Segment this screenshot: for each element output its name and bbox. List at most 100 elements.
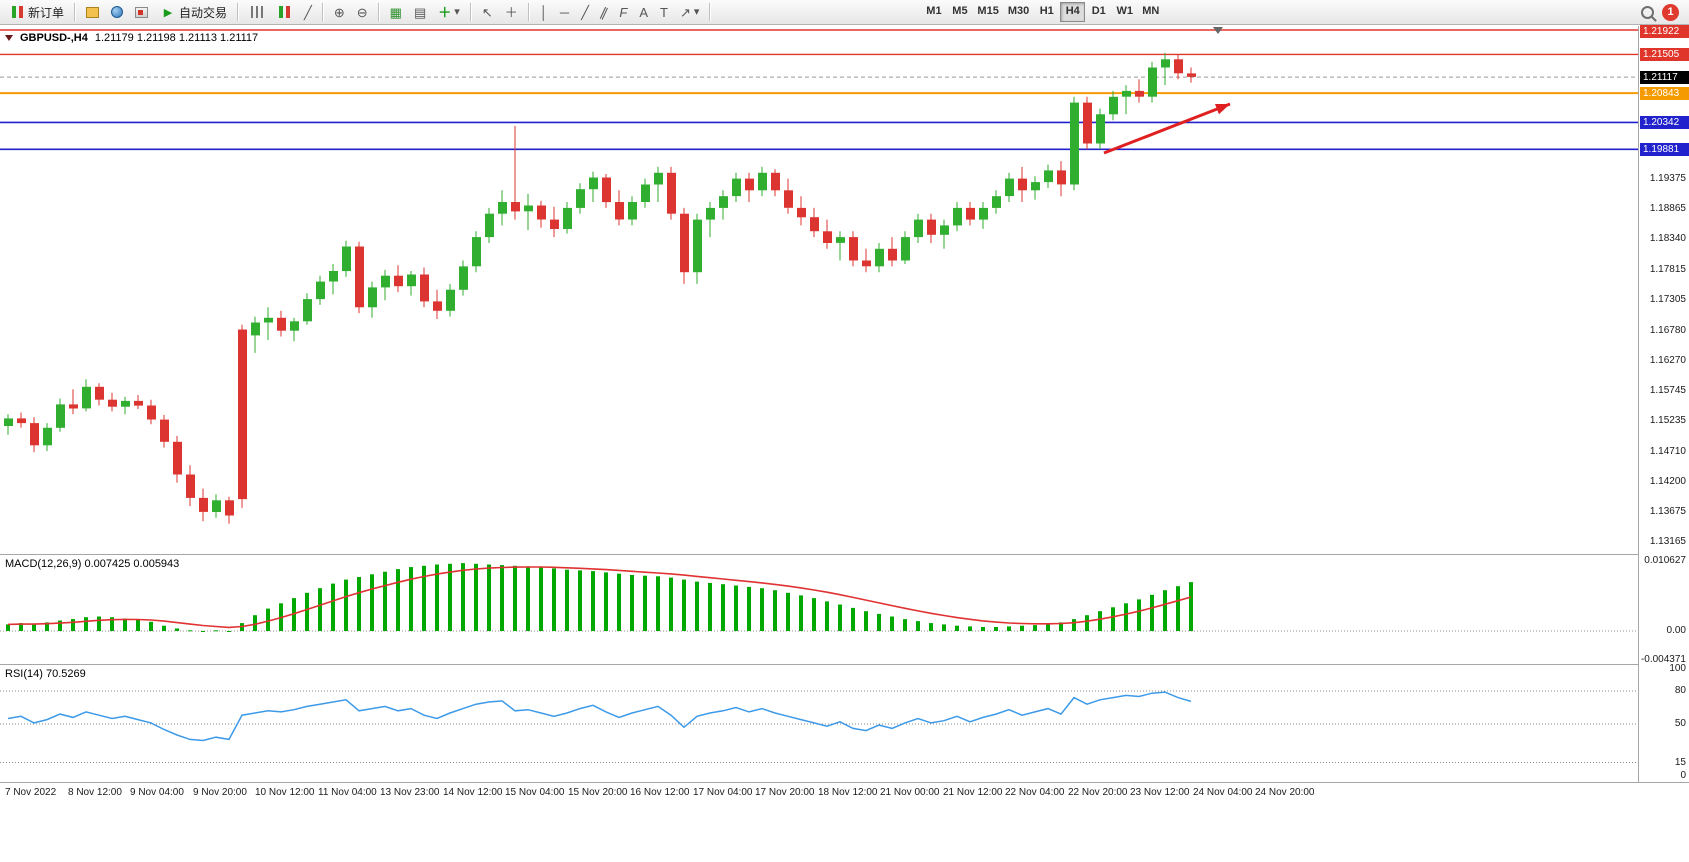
price-tag: 1.21505 bbox=[1640, 48, 1689, 61]
toolbar-separator bbox=[709, 3, 712, 21]
line-chart-icon: ╱ bbox=[304, 4, 312, 20]
zoom-out-button[interactable]: ⊖ bbox=[352, 2, 373, 23]
fibonacci-button[interactable]: F bbox=[614, 2, 632, 23]
crosshair-button[interactable]: ＋ bbox=[500, 2, 523, 23]
macd-panel[interactable] bbox=[0, 555, 1638, 664]
time-axis-label: 23 Nov 12:00 bbox=[1130, 787, 1190, 798]
time-axis-label: 9 Nov 04:00 bbox=[130, 787, 184, 798]
horizontal-lines bbox=[0, 29, 1638, 151]
time-axis-label: 15 Nov 20:00 bbox=[568, 787, 628, 798]
crosshair-icon: ＋ bbox=[504, 4, 518, 20]
terminal-icon bbox=[135, 6, 149, 18]
text-label-button[interactable]: T bbox=[655, 2, 673, 23]
ohlc-label: 1.21179 1.21198 1.21113 1.21117 bbox=[94, 32, 259, 44]
price-axis[interactable]: 1.19375 1.18865 1.18340 1.17815 1.17305 1.167… bbox=[1638, 25, 1689, 782]
price-chart[interactable] bbox=[0, 26, 1638, 554]
timeframe-d1[interactable]: D1 bbox=[1091, 5, 1106, 17]
time-axis-label: 14 Nov 12:00 bbox=[443, 787, 503, 798]
chart-window[interactable]: GBPUSD-,H4 1.21179 1.21198 1.21113 1.211… bbox=[0, 25, 1689, 862]
new-order-label: 新订单 bbox=[28, 5, 65, 20]
search-icon[interactable] bbox=[1641, 5, 1654, 19]
timeframe-h4[interactable]: H4 bbox=[1060, 2, 1086, 22]
profiles-button[interactable] bbox=[81, 2, 104, 23]
panel-divider[interactable] bbox=[0, 664, 1689, 665]
price-axis-label: 1.17305 bbox=[1649, 294, 1686, 305]
cursor-button[interactable]: ↖ bbox=[477, 2, 498, 23]
toolbar-separator bbox=[321, 3, 324, 21]
trendline-icon: ╱ bbox=[581, 4, 589, 20]
timeframe-m1[interactable]: M1 bbox=[926, 5, 942, 17]
price-axis-label: 1.13165 bbox=[1649, 536, 1686, 547]
one-click-trading-toggle[interactable] bbox=[5, 35, 13, 41]
toolbar: 新订单 ▶ 自动交易 ╱ ⊕ ⊖ ▦ ▤ ＋ ▾ ↖ ＋ │ ─ ╱ ∥ F A … bbox=[0, 0, 1689, 25]
chart-shift-marker[interactable] bbox=[1213, 27, 1223, 34]
rsi-line bbox=[7, 691, 1192, 742]
auto-trading-button[interactable]: ▶ 自动交易 bbox=[155, 2, 232, 23]
timeframe-mn[interactable]: MN bbox=[1142, 5, 1160, 17]
price-axis-label: 1.15235 bbox=[1649, 415, 1686, 426]
toolbar-separator bbox=[74, 3, 77, 21]
chart-header: GBPUSD-,H4 1.21179 1.21198 1.21113 1.211… bbox=[5, 32, 258, 44]
line-chart-button[interactable]: ╱ bbox=[299, 2, 317, 23]
channel-icon: ∥ bbox=[598, 3, 611, 21]
symbol-label: GBPUSD-,H4 bbox=[20, 32, 88, 44]
panel-divider[interactable] bbox=[0, 554, 1689, 555]
rsi-axis-label: 15 bbox=[1674, 757, 1686, 768]
text-label-icon: T bbox=[660, 4, 668, 20]
market-watch-button[interactable] bbox=[106, 2, 128, 23]
trend-arrow-head bbox=[1214, 103, 1230, 115]
time-axis-label: 18 Nov 12:00 bbox=[818, 787, 878, 798]
data-window-button[interactable]: ▤ bbox=[409, 2, 431, 23]
price-axis-label: 1.16270 bbox=[1649, 355, 1686, 366]
timeframe-m15[interactable]: M15 bbox=[977, 5, 999, 17]
time-axis-label: 24 Nov 04:00 bbox=[1193, 787, 1253, 798]
time-axis[interactable]: 7 Nov 2022 8 Nov 12:00 9 Nov 04:00 9 Nov 20… bbox=[0, 782, 1689, 805]
trendline-button[interactable]: ╱ bbox=[576, 2, 594, 23]
candlestick-chart-button[interactable] bbox=[271, 2, 297, 23]
macd-label: MACD(12,26,9) 0.007425 0.005943 bbox=[5, 558, 180, 570]
timeframe-w1[interactable]: W1 bbox=[1116, 5, 1133, 17]
time-axis-label: 13 Nov 23:00 bbox=[380, 787, 440, 798]
toolbar-separator bbox=[469, 3, 472, 21]
bar-chart-button[interactable] bbox=[244, 2, 269, 23]
bar-chart-icon bbox=[249, 6, 265, 18]
indicators-button[interactable]: ＋ ▾ bbox=[433, 2, 465, 23]
rsi-axis-label: 0 bbox=[1680, 770, 1686, 781]
time-axis-label: 17 Nov 20:00 bbox=[755, 787, 815, 798]
toolbar-separator bbox=[527, 3, 530, 21]
price-tag: 1.21922 bbox=[1640, 25, 1689, 38]
zoom-in-button[interactable]: ⊕ bbox=[329, 2, 350, 23]
timeframe-m5[interactable]: M5 bbox=[952, 5, 968, 17]
price-axis-label: 1.13675 bbox=[1649, 506, 1686, 517]
terminal-button[interactable] bbox=[130, 2, 153, 23]
notification-badge[interactable]: 1 bbox=[1662, 3, 1679, 21]
price-tag: 1.19881 bbox=[1640, 143, 1689, 156]
channel-button[interactable]: ∥ bbox=[596, 2, 613, 23]
vertical-line-button[interactable]: │ bbox=[535, 2, 553, 23]
rsi-panel[interactable] bbox=[0, 665, 1638, 782]
timeframe-m30[interactable]: M30 bbox=[1007, 5, 1030, 17]
rsi-axis-label: 50 bbox=[1674, 718, 1686, 729]
macd-signal-line bbox=[7, 566, 1192, 629]
price-axis-label: 1.18865 bbox=[1649, 203, 1686, 214]
rsi-label: RSI(14) 70.5269 bbox=[5, 668, 86, 680]
time-axis-label: 21 Nov 00:00 bbox=[880, 787, 940, 798]
tile-windows-button[interactable]: ▦ bbox=[385, 2, 407, 23]
trend-arrow[interactable] bbox=[1103, 102, 1231, 155]
macd-histogram bbox=[6, 563, 1193, 632]
timeframe-h1[interactable]: H1 bbox=[1039, 5, 1054, 17]
data-window-icon: ▤ bbox=[413, 4, 427, 20]
candlestick-chart-icon bbox=[276, 6, 293, 18]
profiles-icon bbox=[86, 6, 100, 18]
new-order-button[interactable]: 新订单 bbox=[4, 2, 69, 23]
text-button[interactable]: A bbox=[634, 2, 653, 23]
time-axis-label: 10 Nov 12:00 bbox=[255, 787, 315, 798]
toolbar-separator bbox=[377, 3, 380, 21]
auto-trading-label: 自动交易 bbox=[179, 5, 228, 20]
arrows-button[interactable]: ↗ ▾ bbox=[675, 2, 704, 23]
time-axis-label: 17 Nov 04:00 bbox=[693, 787, 753, 798]
rsi-axis-label: 80 bbox=[1674, 685, 1686, 696]
horizontal-line-button[interactable]: ─ bbox=[555, 2, 574, 23]
macd-axis-label: 0.00 bbox=[1666, 625, 1686, 636]
